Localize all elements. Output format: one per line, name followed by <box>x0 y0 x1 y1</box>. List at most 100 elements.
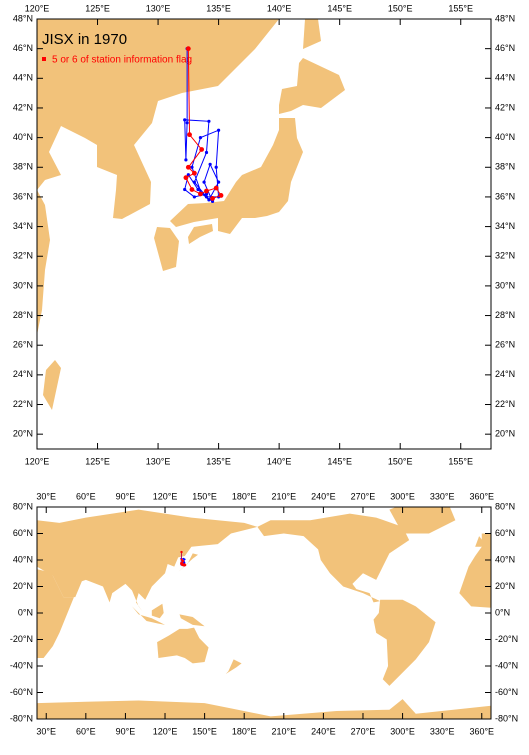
station-point <box>198 136 203 140</box>
land <box>37 19 279 335</box>
y-tick-label: -40°N <box>10 660 33 670</box>
land <box>170 118 303 234</box>
station-point <box>199 147 205 152</box>
x-tick-label: 60°E <box>76 491 96 501</box>
map-frame <box>36 506 492 720</box>
y-tick-label: 40°N <box>495 132 515 142</box>
station-point <box>183 187 187 192</box>
y-tick-label: 38°N <box>13 162 33 172</box>
x-tick-label: 90°E <box>116 726 136 736</box>
x-tick-label: 300°E <box>390 491 415 501</box>
station-point <box>182 564 186 567</box>
y-tick-label: 26°N <box>13 340 33 350</box>
y-tick-label: 0°N <box>495 607 510 617</box>
land <box>37 569 74 659</box>
y-tick-label: 20°N <box>13 581 33 591</box>
y-tick-label: 30°N <box>495 280 515 290</box>
y-tick-label: 40°N <box>13 132 33 142</box>
x-tick-label: 150°E <box>388 3 413 13</box>
x-tick-label: 270°E <box>351 726 376 736</box>
x-tick-label: 125°E <box>85 456 110 466</box>
station-point <box>192 180 196 184</box>
station-point <box>185 46 191 52</box>
y-tick-label: 60°N <box>13 528 33 538</box>
station-point <box>183 118 187 122</box>
y-tick-label: 42°N <box>13 102 33 112</box>
y-tick-label: 36°N <box>13 191 33 201</box>
x-tick-label: 155°E <box>448 456 473 466</box>
y-tick-label: 20°N <box>495 429 515 439</box>
map-frame <box>36 18 492 450</box>
x-tick-label: 145°E <box>327 456 352 466</box>
station-point <box>187 132 192 138</box>
x-tick-label: 140°E <box>267 3 292 13</box>
y-tick-label: 80°N <box>495 501 515 511</box>
station-point <box>217 180 221 184</box>
land <box>188 224 213 244</box>
y-tick-label: 42°N <box>495 102 515 112</box>
land <box>37 699 491 719</box>
y-tick-label: -80°N <box>495 713 518 723</box>
station-point <box>207 119 211 123</box>
x-tick-label: 135°E <box>206 3 231 13</box>
station-point <box>207 198 211 202</box>
y-tick-label: -60°N <box>495 687 518 697</box>
y-tick-label: 48°N <box>13 13 33 23</box>
y-tick-label: 48°N <box>495 13 515 23</box>
y-tick-label: 28°N <box>13 310 33 320</box>
y-tick-label: 44°N <box>495 73 515 83</box>
x-tick-label: 120°E <box>25 3 50 13</box>
x-tick-label: 210°E <box>271 491 296 501</box>
land-group <box>37 507 491 719</box>
y-tick-label: -80°N <box>10 713 33 723</box>
station-point <box>198 191 203 197</box>
x-tick-label: 30°E <box>36 491 56 501</box>
land <box>157 627 209 664</box>
x-tick-label: 130°E <box>146 456 171 466</box>
x-tick-label: 90°E <box>116 491 136 501</box>
station-point <box>190 165 194 169</box>
y-tick-label: 46°N <box>495 43 515 53</box>
station-point <box>204 195 209 199</box>
y-tick-label: 44°N <box>13 73 33 83</box>
x-tick-label: 155°E <box>448 3 473 13</box>
x-tick-label: 130°E <box>146 3 171 13</box>
land <box>303 19 321 49</box>
y-tick-label: 22°N <box>495 399 515 409</box>
land <box>154 227 179 271</box>
station-point <box>204 188 209 194</box>
land <box>279 58 345 114</box>
station-point <box>196 187 200 192</box>
y-tick-label: 24°N <box>495 369 515 379</box>
x-tick-label: 210°E <box>271 726 296 736</box>
station-point <box>202 180 206 184</box>
x-tick-label: 240°E <box>311 491 336 501</box>
land <box>179 614 205 627</box>
y-tick-label: -20°N <box>10 634 33 644</box>
land <box>373 599 436 686</box>
x-tick-label: 120°E <box>153 726 178 736</box>
x-tick-label: 150°E <box>192 726 217 736</box>
land <box>178 553 199 572</box>
station-point <box>181 559 185 563</box>
x-tick-label: 180°E <box>232 726 257 736</box>
x-tick-label: 330°E <box>430 726 455 736</box>
y-tick-label: 34°N <box>13 221 33 231</box>
station-point <box>210 196 215 201</box>
station-point <box>185 121 189 125</box>
y-tick-label: -60°N <box>10 687 33 697</box>
x-tick-label: 120°E <box>153 491 178 501</box>
station-point <box>184 558 186 561</box>
x-tick-label: 300°E <box>390 726 415 736</box>
map-title: JISX in 1970 <box>42 31 127 48</box>
station-point <box>185 164 191 170</box>
y-tick-label: 32°N <box>495 251 515 261</box>
y-tick-label: 40°N <box>495 554 515 564</box>
x-tick-label: 120°E <box>25 456 50 466</box>
station-point <box>191 170 197 176</box>
x-tick-label: 150°E <box>192 491 217 501</box>
x-tick-label: 180°E <box>232 491 257 501</box>
station-point <box>214 165 218 169</box>
land <box>37 509 258 612</box>
